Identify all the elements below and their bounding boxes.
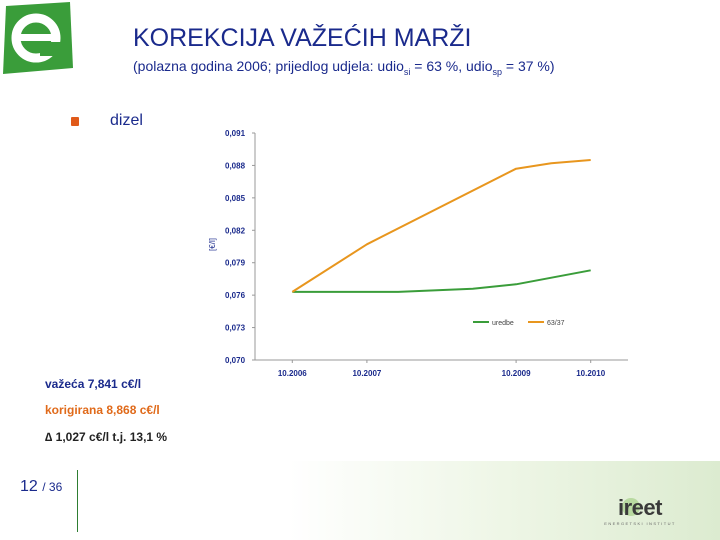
brand-mark-icon xyxy=(622,498,640,516)
y-tick-label: 0,076 xyxy=(225,291,246,300)
series-line-uredbe xyxy=(292,269,591,293)
page-total: / 36 xyxy=(42,480,63,494)
y-tick-label: 0,079 xyxy=(225,259,246,268)
brand-tagline: ENERGETSKI INSTITUT xyxy=(604,521,676,526)
footer-divider xyxy=(77,470,78,532)
slide-subtitle: (polazna godina 2006; prijedlog udjela: … xyxy=(133,58,555,77)
y-tick-label: 0,088 xyxy=(225,161,246,170)
corrected-margin-note: korigirana 8,868 c€/l xyxy=(45,403,160,417)
x-tick-label: 10.2007 xyxy=(352,369,381,378)
slide-title: KOREKCIJA VAŽEĆIH MARŽI xyxy=(133,24,472,52)
current-margin-note: važeća 7,841 c€/l xyxy=(45,377,142,391)
page-number: 12 / 36 xyxy=(20,478,62,496)
x-tick-label: 10.2006 xyxy=(278,369,307,378)
subtitle-subscript-sp: sp xyxy=(492,66,503,77)
subtitle-subscript-si: si xyxy=(403,66,411,77)
subtitle-prefix: (polazna godina 2006; prijedlog udjela: … xyxy=(133,58,404,74)
margin-delta-note: ∆ 1,027 c€/l t.j. 13,1 % xyxy=(45,430,168,444)
energy-institute-logo xyxy=(3,2,73,74)
x-tick-label: 10.2010 xyxy=(576,369,605,378)
series-line-63-37 xyxy=(291,159,591,293)
y-tick-label: 0,070 xyxy=(225,356,246,365)
y-tick-label: 0,085 xyxy=(225,194,246,203)
subtitle-suffix: = 37 %) xyxy=(502,58,555,74)
legend-label: 63/37 xyxy=(547,320,565,327)
brand-logo: ireet ENERGETSKI INSTITUT xyxy=(600,495,680,530)
y-tick-label: 0,091 xyxy=(225,129,246,138)
section-label: dizel xyxy=(110,112,143,129)
page-current: 12 xyxy=(20,478,38,495)
x-tick-label: 10.2009 xyxy=(502,369,531,378)
y-axis-label: [€/l] xyxy=(208,238,217,251)
y-tick-label: 0,073 xyxy=(225,324,246,333)
footer-bar xyxy=(0,461,720,540)
subtitle-middle: = 63 %, udio xyxy=(410,58,493,74)
brand-name: ireet xyxy=(618,495,662,520)
y-tick-label: 0,082 xyxy=(225,226,246,235)
bullet-icon xyxy=(71,117,79,126)
margin-correction-chart: 0,070 0,073 0,076 0,079 0,082 0,085 0,088 0,091… xyxy=(208,129,628,378)
legend-label: uredbe xyxy=(492,320,514,327)
